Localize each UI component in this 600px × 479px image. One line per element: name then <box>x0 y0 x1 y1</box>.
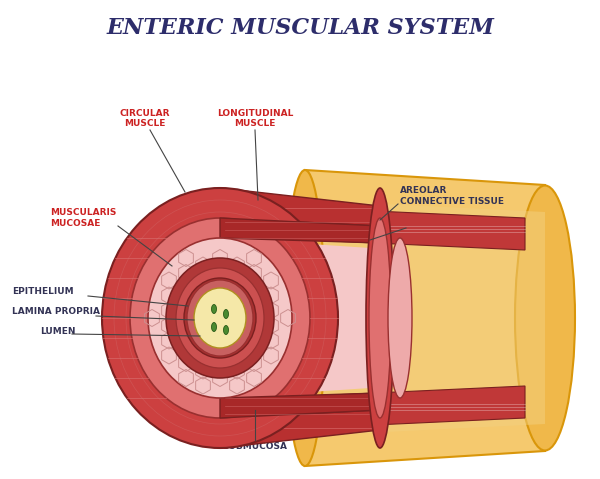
Polygon shape <box>305 170 545 466</box>
Ellipse shape <box>212 322 217 331</box>
Text: CIRCULAR
MUSCLE: CIRCULAR MUSCLE <box>120 109 170 128</box>
Polygon shape <box>305 200 545 436</box>
Ellipse shape <box>366 188 394 448</box>
Ellipse shape <box>166 258 274 378</box>
Polygon shape <box>220 410 380 448</box>
Ellipse shape <box>388 238 412 398</box>
Ellipse shape <box>187 280 253 356</box>
Polygon shape <box>220 393 380 418</box>
Ellipse shape <box>515 185 575 451</box>
Ellipse shape <box>176 268 264 368</box>
Text: ENTERIC MUSCULAR SYSTEM: ENTERIC MUSCULAR SYSTEM <box>106 17 494 39</box>
Text: MUSCULARIS
MUCOSAE: MUSCULARIS MUCOSAE <box>50 208 116 228</box>
Text: LUMEN: LUMEN <box>40 328 76 337</box>
Text: LAMINA PROPRIA: LAMINA PROPRIA <box>12 308 100 317</box>
Text: LONGITUDINAL
MUSCLE: LONGITUDINAL MUSCLE <box>217 109 293 128</box>
Text: AREOLAR
CONNECTIVE TISSUE: AREOLAR CONNECTIVE TISSUE <box>400 186 504 205</box>
Text: EPITHELIUM: EPITHELIUM <box>408 224 470 232</box>
Text: EPITHELIUM: EPITHELIUM <box>12 287 74 297</box>
Ellipse shape <box>285 170 325 466</box>
Polygon shape <box>220 238 400 398</box>
Ellipse shape <box>130 218 310 418</box>
Text: SUBMUCOSA: SUBMUCOSA <box>223 442 287 451</box>
Ellipse shape <box>184 278 256 358</box>
Ellipse shape <box>148 238 292 398</box>
Polygon shape <box>220 188 380 226</box>
Ellipse shape <box>223 326 229 334</box>
Ellipse shape <box>194 288 246 348</box>
Polygon shape <box>310 208 525 250</box>
Ellipse shape <box>212 305 217 313</box>
Polygon shape <box>310 386 525 428</box>
Ellipse shape <box>289 198 321 438</box>
Ellipse shape <box>369 218 391 418</box>
Polygon shape <box>220 218 380 243</box>
Ellipse shape <box>102 188 338 448</box>
Ellipse shape <box>223 309 229 319</box>
